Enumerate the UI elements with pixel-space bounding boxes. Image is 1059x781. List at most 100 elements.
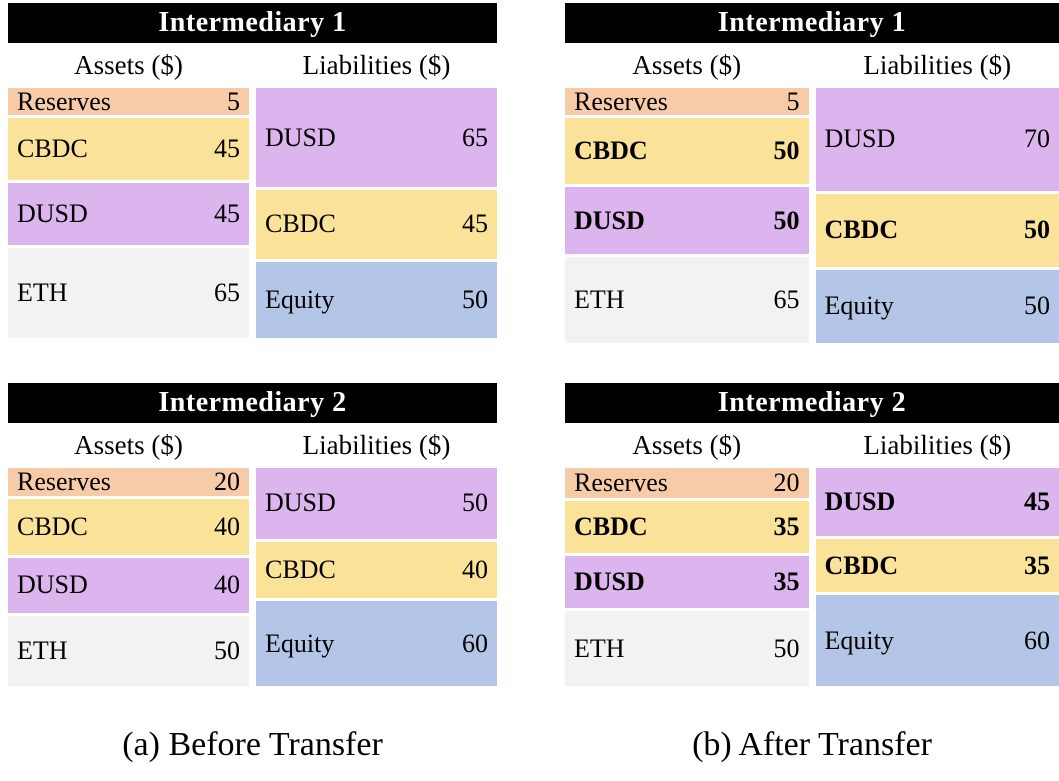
assets-column: Reserves 20 CBDC 35 DUSD 35 ETH 50	[565, 468, 809, 689]
row-label: CBDC	[17, 134, 88, 164]
row-label: Reserves	[574, 468, 668, 497]
row-value: 50	[1024, 291, 1050, 321]
row-label: ETH	[574, 284, 625, 314]
row-value: 5	[786, 88, 800, 115]
row-value: 65	[462, 122, 488, 152]
balance-row-cbdc: CBDC 40	[256, 541, 497, 599]
assets-column-header: Assets ($)	[74, 430, 183, 460]
row-label: CBDC	[574, 512, 648, 542]
liabilities-column-header: Liabilities ($)	[302, 430, 451, 460]
liabilities-column: DUSD 70 CBDC 50 Equity 50	[815, 88, 1059, 346]
balance-row-eth: ETH 65	[8, 248, 249, 338]
row-label: DUSD	[574, 205, 645, 235]
row-label: Equity	[265, 284, 335, 314]
row-value: 40	[214, 511, 240, 541]
row-label: Reserves	[17, 88, 111, 115]
row-value: 50	[773, 136, 800, 166]
column-headers: Assets ($) Liabilities ($)	[8, 423, 497, 468]
row-label: DUSD	[17, 199, 88, 229]
caption-before-transfer: (a) Before Transfer	[122, 726, 383, 763]
row-label: Equity	[265, 628, 335, 658]
row-value: 65	[214, 278, 240, 308]
row-label: CBDC	[17, 511, 88, 541]
row-value: 60	[1024, 625, 1050, 655]
row-label: CBDC	[824, 550, 899, 580]
balance-row-cbdc: CBDC 35	[815, 539, 1059, 593]
row-value: 5	[227, 88, 240, 115]
row-value: 45	[214, 134, 240, 164]
liabilities-column: DUSD 65 CBDC 45 Equity 50	[256, 88, 497, 341]
assets-column: Reserves 5 CBDC 50 DUSD 50 ETH 65	[565, 88, 809, 346]
panel-title: Intermediary 1	[8, 3, 497, 43]
row-value: 50	[462, 284, 488, 314]
row-value: 45	[1024, 487, 1050, 517]
row-value: 50	[773, 633, 800, 663]
balance-row-cbdc: CBDC 40	[8, 498, 249, 555]
row-value: 50	[773, 205, 800, 235]
row-label: ETH	[574, 633, 625, 663]
row-label: DUSD	[17, 570, 88, 600]
row-value: 70	[1024, 124, 1050, 154]
row-value: 65	[773, 284, 800, 314]
balance-sheet-intermediary1-after: Intermediary 1 Assets ($) Liabilities ($…	[565, 3, 1059, 346]
row-label: DUSD	[574, 567, 645, 597]
liabilities-column: DUSD 45 CBDC 35 Equity 60	[815, 468, 1059, 689]
assets-column-header: Assets ($)	[632, 430, 742, 460]
balance-sheet-intermediary1-before: Intermediary 1 Assets ($) Liabilities ($…	[8, 3, 497, 341]
row-value: 35	[1024, 550, 1050, 580]
row-value: 35	[773, 567, 800, 597]
panel-title: Intermediary 2	[8, 383, 497, 423]
column-headers: Assets ($) Liabilities ($)	[8, 43, 497, 88]
row-label: CBDC	[265, 209, 336, 239]
row-label: ETH	[17, 278, 68, 308]
row-value: 35	[773, 512, 800, 542]
row-label: Equity	[824, 291, 894, 321]
balance-row-dusd: DUSD 45	[815, 468, 1059, 537]
liabilities-column-header: Liabilities ($)	[863, 430, 1012, 460]
assets-column: Reserves 20 CBDC 40 DUSD 40 ETH 50	[8, 468, 249, 689]
balance-row-cbdc: CBDC 45	[256, 190, 497, 259]
balance-row-reserves: Reserves 20	[8, 468, 249, 496]
balance-sheet-intermediary2-before: Intermediary 2 Assets ($) Liabilities ($…	[8, 383, 497, 689]
liabilities-column-header: Liabilities ($)	[302, 50, 451, 80]
assets-column-header: Assets ($)	[74, 50, 183, 80]
row-label: Reserves	[574, 88, 668, 115]
column-headers: Assets ($) Liabilities ($)	[565, 43, 1059, 88]
balance-row-eth: ETH 50	[8, 616, 249, 686]
balance-row-dusd: DUSD 50	[256, 468, 497, 539]
balance-sheet-intermediary2-after: Intermediary 2 Assets ($) Liabilities ($…	[565, 383, 1059, 689]
balance-row-cbdc: CBDC 50	[565, 118, 809, 185]
row-value: 50	[214, 636, 240, 666]
row-label: ETH	[17, 636, 68, 666]
row-label: DUSD	[824, 124, 896, 154]
assets-column: Reserves 5 CBDC 45 DUSD 45 ETH 65	[8, 88, 249, 341]
balance-row-eth: ETH 65	[565, 256, 809, 344]
row-value: 40	[214, 570, 240, 600]
balance-row-dusd: DUSD 35	[565, 556, 809, 609]
row-value: 40	[462, 554, 488, 584]
row-value: 50	[462, 488, 488, 518]
balance-row-equity: Equity 60	[815, 595, 1059, 686]
row-label: Equity	[824, 625, 894, 655]
balance-row-equity: Equity 50	[815, 269, 1059, 343]
row-label: CBDC	[824, 215, 899, 245]
row-label: DUSD	[824, 487, 896, 517]
liabilities-column: DUSD 50 CBDC 40 Equity 60	[256, 468, 497, 689]
balance-row-reserves: Reserves 5	[565, 88, 809, 115]
balance-row-cbdc: CBDC 35	[565, 500, 809, 554]
caption-after-transfer: (b) After Transfer	[692, 726, 932, 763]
row-label: DUSD	[265, 488, 336, 518]
row-value: 45	[462, 209, 488, 239]
column-headers: Assets ($) Liabilities ($)	[565, 423, 1059, 468]
balance-row-dusd: DUSD 45	[8, 183, 249, 246]
assets-column-header: Assets ($)	[632, 50, 742, 80]
balance-row-eth: ETH 50	[565, 611, 809, 687]
row-value: 45	[214, 199, 240, 229]
balance-row-dusd: DUSD 40	[8, 557, 249, 614]
panel-title: Intermediary 2	[565, 383, 1059, 423]
row-value: 20	[773, 468, 800, 497]
balance-row-dusd: DUSD 50	[565, 187, 809, 254]
row-label: CBDC	[265, 554, 336, 584]
balance-row-dusd: DUSD 70	[815, 88, 1059, 191]
